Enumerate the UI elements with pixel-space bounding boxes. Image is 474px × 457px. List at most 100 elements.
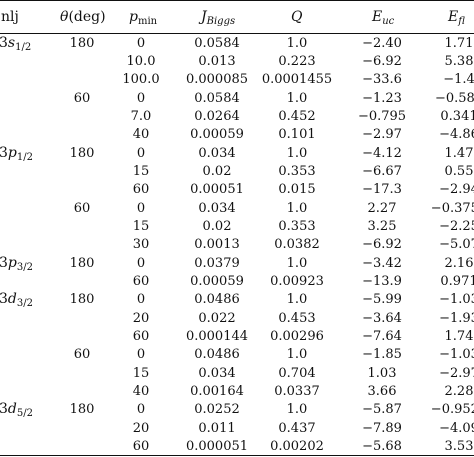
nlj-orbital: p — [7, 145, 17, 161]
pmin-cell: 0 — [136, 347, 146, 362]
jbiggs-cell: 0.0379 — [194, 256, 240, 271]
efl-cell: 1.74 — [444, 329, 474, 344]
efl-cell: −1.4 — [443, 72, 474, 87]
euc-cell: 3.25 — [367, 219, 397, 234]
q-cell: 1.0 — [286, 91, 308, 106]
euc-cell: −13.9 — [362, 274, 402, 289]
pmin-cell: 0 — [136, 146, 146, 161]
pmin-cell: 30 — [132, 237, 150, 252]
header-pmin: pmin — [129, 8, 157, 27]
pmin-cell: 100.0 — [122, 72, 160, 87]
nlj-cell: 3d5/2 — [0, 401, 33, 419]
efl-cell: 0.55 — [444, 164, 474, 179]
header-theta: θ(deg) — [60, 8, 106, 26]
nlj-cell: 3p1/2 — [0, 145, 33, 163]
efl-cell: −1.03 — [439, 292, 474, 307]
bottom-rule — [0, 455, 474, 456]
nlj-number: 3 — [0, 145, 8, 161]
q-cell: 0.452 — [278, 109, 316, 124]
efl-cell: −0.3756 — [430, 201, 474, 216]
q-cell: 1.0 — [286, 146, 308, 161]
header-theta-unit: (deg) — [68, 9, 106, 25]
jbiggs-cell: 0.000085 — [185, 72, 249, 87]
header-efl: Efl — [448, 8, 465, 27]
efl-cell: 1.47 — [444, 146, 474, 161]
pmin-cell: 0 — [136, 292, 146, 307]
efl-cell: 0.341 — [440, 109, 474, 124]
jbiggs-cell: 0.013 — [198, 54, 236, 69]
euc-cell: −5.87 — [362, 402, 402, 417]
theta-cell: 60 — [73, 91, 91, 106]
header-pmin-symbol: p — [129, 9, 138, 25]
euc-cell: −5.68 — [362, 439, 402, 454]
pmin-cell: 60 — [132, 182, 150, 197]
jbiggs-cell: 0.000051 — [185, 439, 249, 454]
nlj-number: 3 — [0, 35, 8, 51]
efl-cell: −2.94 — [439, 182, 474, 197]
header-q-symbol: Q — [291, 9, 303, 25]
euc-cell: −0.795 — [357, 109, 407, 124]
euc-cell: −2.97 — [362, 127, 402, 142]
euc-cell: −1.23 — [362, 91, 402, 106]
jbiggs-cell: 0.00059 — [190, 127, 244, 142]
pmin-cell: 20 — [132, 421, 150, 436]
q-cell: 1.0 — [286, 347, 308, 362]
jbiggs-cell: 0.02 — [202, 164, 232, 179]
nlj-subscript: 3/2 — [16, 298, 33, 309]
pmin-cell: 60 — [132, 274, 150, 289]
efl-cell: −5.07 — [439, 237, 474, 252]
efl-cell: −4.09 — [439, 421, 474, 436]
q-cell: 1.0 — [286, 36, 308, 51]
nlj-cell: 3p3/2 — [0, 255, 33, 273]
jbiggs-cell: 0.0486 — [194, 347, 240, 362]
efl-cell: 0.971 — [440, 274, 474, 289]
nlj-number: 3 — [0, 401, 8, 417]
jbiggs-cell: 0.0013 — [194, 237, 240, 252]
nlj-orbital: s — [7, 35, 16, 51]
header-efl-symbol: E — [448, 9, 459, 25]
header-jbiggs-symbol: J — [201, 9, 207, 25]
jbiggs-cell: 0.022 — [198, 311, 236, 326]
euc-cell: −5.99 — [362, 292, 402, 307]
pmin-cell: 0 — [136, 402, 146, 417]
nlj-orbital: d — [7, 291, 17, 307]
header-euc-symbol: E — [372, 9, 383, 25]
q-cell: 0.015 — [278, 182, 316, 197]
euc-cell: −1.85 — [362, 347, 402, 362]
jbiggs-cell: 0.00051 — [190, 182, 244, 197]
q-cell: 0.101 — [278, 127, 316, 142]
q-cell: 0.0001455 — [261, 72, 333, 87]
jbiggs-cell: 0.011 — [198, 421, 236, 436]
efl-cell: 2.16 — [444, 256, 474, 271]
header-nlj-text: nlj — [1, 9, 19, 25]
nlj-subscript: 1/2 — [16, 152, 33, 163]
efl-cell: −4.86 — [439, 127, 474, 142]
euc-cell: −6.92 — [362, 54, 402, 69]
header-theta-symbol: θ — [60, 9, 69, 25]
efl-cell: −1.03 — [439, 347, 474, 362]
top-rule — [0, 0, 474, 1]
nlj-cell: 3s1/2 — [0, 35, 31, 53]
q-cell: 1.0 — [286, 292, 308, 307]
q-cell: 1.0 — [286, 201, 308, 216]
euc-cell: −2.40 — [362, 36, 402, 51]
header-nlj: nlj — [1, 8, 19, 26]
nlj-number: 3 — [0, 291, 8, 307]
q-cell: 0.00296 — [270, 329, 324, 344]
q-cell: 1.0 — [286, 402, 308, 417]
efl-cell: −1.93 — [439, 311, 474, 326]
euc-cell: −33.6 — [362, 72, 402, 87]
pmin-cell: 10.0 — [126, 54, 156, 69]
header-q: Q — [291, 8, 302, 26]
jbiggs-cell: 0.0584 — [194, 36, 240, 51]
jbiggs-cell: 0.034 — [198, 366, 236, 381]
theta-cell: 60 — [73, 347, 91, 362]
q-cell: 0.437 — [278, 421, 316, 436]
theta-cell: 60 — [73, 201, 91, 216]
header-jbiggs: JBiggs — [201, 8, 235, 27]
pmin-cell: 0 — [136, 201, 146, 216]
theta-cell: 180 — [69, 402, 95, 417]
euc-cell: −3.64 — [362, 311, 402, 326]
efl-cell: 2.28 — [444, 384, 474, 399]
nlj-orbital: d — [7, 401, 17, 417]
